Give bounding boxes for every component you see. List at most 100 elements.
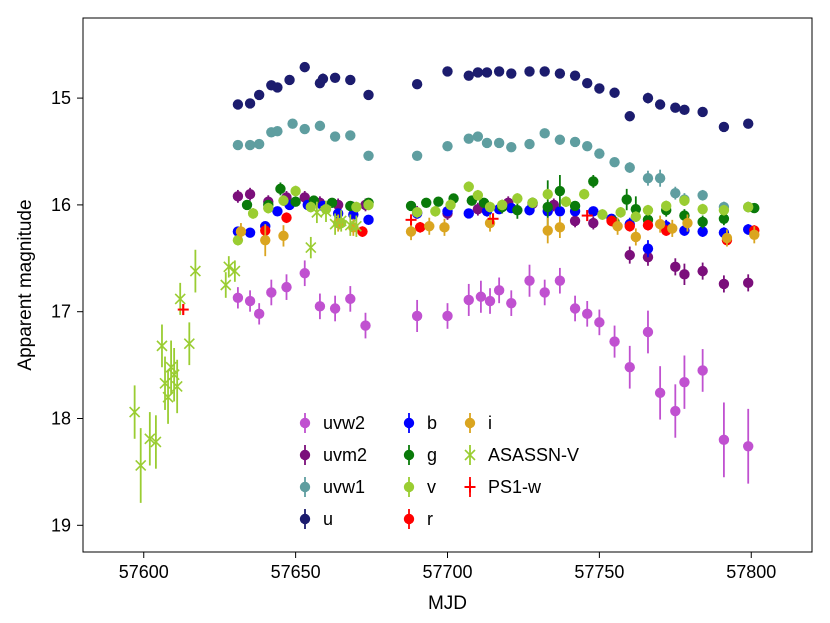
legend-entry-uvw1: uvw1 bbox=[299, 477, 365, 497]
point-v-20 bbox=[560, 196, 572, 207]
point-u-9 bbox=[329, 72, 341, 84]
point-ASASSN-V-18-stroke-b bbox=[320, 205, 332, 217]
legend-marker-PS1-w bbox=[464, 481, 476, 493]
point-v-22 bbox=[597, 209, 608, 220]
point-v-28 bbox=[697, 203, 708, 215]
point-uvw2-18 bbox=[539, 287, 550, 298]
point-ASASSN-V-9 bbox=[171, 380, 183, 393]
point-g-10 bbox=[433, 196, 444, 207]
point-ASASSN-V-2-stroke-b bbox=[144, 433, 156, 445]
point-ASASSN-V-12 bbox=[189, 265, 201, 277]
point-g-2 bbox=[275, 183, 286, 195]
point-i-10 bbox=[554, 222, 566, 233]
point-ASASSN-V-1 bbox=[135, 459, 147, 472]
point-ASASSN-V-13-stroke-b bbox=[220, 279, 232, 291]
point-ASASSN-V-19-stroke-b bbox=[329, 218, 341, 230]
point-b-3 bbox=[272, 206, 283, 217]
point-uvw1-18 bbox=[524, 138, 535, 150]
legend-entry-ASASSN-V: ASASSN-V bbox=[464, 445, 579, 465]
legend-label-ASASSN-V: ASASSN-V bbox=[488, 445, 579, 465]
point-uvw2-31 bbox=[743, 441, 754, 452]
point-u-2 bbox=[253, 89, 265, 101]
point-uvw1-10 bbox=[363, 150, 374, 161]
point-uvw1-5 bbox=[287, 118, 298, 129]
point-v-15 bbox=[484, 201, 496, 213]
point-u-6 bbox=[299, 61, 310, 73]
point-u-10 bbox=[345, 74, 356, 86]
point-uvw1-14 bbox=[472, 131, 484, 142]
point-u-28 bbox=[654, 99, 666, 110]
point-i-17 bbox=[749, 229, 760, 241]
point-g-3 bbox=[290, 196, 301, 207]
point-g-23 bbox=[630, 203, 642, 215]
legend-marker-r bbox=[403, 513, 415, 525]
point-i-0 bbox=[235, 226, 247, 237]
legend-label-uvw1: uvw1 bbox=[323, 477, 365, 497]
point-uvw2-19 bbox=[554, 275, 566, 286]
legend-label-i: i bbox=[488, 413, 492, 433]
point-ASASSN-V-13 bbox=[220, 279, 232, 291]
point-i-13 bbox=[654, 218, 666, 230]
point-uvw1-0 bbox=[232, 139, 244, 151]
point-ASASSN-V-2 bbox=[144, 433, 156, 445]
point-u-17 bbox=[493, 66, 505, 77]
point-ASASSN-V-15-stroke-b bbox=[229, 265, 241, 277]
series-ASASSN-V bbox=[129, 200, 362, 503]
point-uvm2-16 bbox=[569, 215, 581, 227]
point-u-12 bbox=[411, 79, 423, 90]
point-uvw1-13 bbox=[463, 133, 474, 144]
point-v-3 bbox=[278, 195, 289, 206]
point-g-9 bbox=[421, 197, 432, 208]
y-tick-label-4: 19 bbox=[51, 515, 71, 535]
legend-label-uvw2: uvw2 bbox=[323, 413, 365, 433]
legend-marker-b bbox=[403, 417, 415, 429]
point-uvw1-11 bbox=[411, 150, 423, 161]
point-uvm2-1 bbox=[244, 189, 256, 200]
point-ASASSN-V-3 bbox=[150, 436, 162, 448]
point-uvw1-28 bbox=[670, 187, 681, 199]
legend-marker-i bbox=[464, 417, 476, 429]
point-uvw1-21 bbox=[569, 136, 581, 148]
point-v-21 bbox=[578, 189, 590, 200]
point-ASASSN-V-11-stroke-b bbox=[183, 338, 195, 350]
point-u-15 bbox=[472, 67, 484, 78]
point-uvw2-11 bbox=[442, 310, 453, 322]
point-g-22 bbox=[621, 194, 632, 205]
series-PS1-w bbox=[177, 210, 593, 316]
point-u-19 bbox=[524, 66, 535, 77]
point-u-14 bbox=[463, 70, 474, 81]
legend-entry-i: i bbox=[464, 413, 492, 433]
point-ASASSN-V-20 bbox=[335, 215, 347, 227]
point-uvw2-15 bbox=[493, 285, 505, 296]
legend-marker-u bbox=[299, 513, 311, 525]
point-ASASSN-V-0-stroke-b bbox=[129, 406, 141, 418]
point-uvw2-20 bbox=[569, 303, 581, 314]
x-tick-label-4: 57800 bbox=[726, 562, 776, 582]
point-uvw1-19 bbox=[539, 128, 550, 139]
point-PS1-w-0 bbox=[177, 304, 189, 316]
point-b-12 bbox=[463, 208, 474, 219]
point-u-1 bbox=[244, 98, 256, 109]
point-r-5 bbox=[624, 221, 635, 232]
point-uvw1-4 bbox=[272, 126, 283, 137]
point-i-15 bbox=[682, 217, 693, 229]
point-v-18 bbox=[527, 197, 538, 208]
point-uvm2-20 bbox=[670, 261, 681, 273]
point-uvw1-24 bbox=[609, 156, 620, 168]
point-ASASSN-V-22-stroke-b bbox=[350, 220, 362, 232]
point-v-2 bbox=[263, 202, 274, 214]
y-axis: 15 16 17 18 19 bbox=[51, 88, 83, 535]
legend-marker-v bbox=[403, 481, 415, 493]
point-b-9 bbox=[363, 214, 374, 226]
legend-entry-r: r bbox=[403, 509, 433, 529]
point-ASASSN-V-0 bbox=[129, 406, 141, 418]
legend-entry-b: b bbox=[403, 413, 437, 433]
point-v-9 bbox=[363, 199, 374, 211]
legend-marker-ASASSN-V bbox=[464, 449, 476, 461]
point-uvw2-2 bbox=[253, 308, 265, 320]
point-uvw2-29 bbox=[697, 365, 708, 376]
point-ASASSN-V-16-stroke-b bbox=[305, 242, 317, 254]
point-uvw1-16 bbox=[493, 137, 505, 149]
legend-entry-uvw2: uvw2 bbox=[299, 413, 365, 433]
legend-label-b: b bbox=[427, 413, 437, 433]
